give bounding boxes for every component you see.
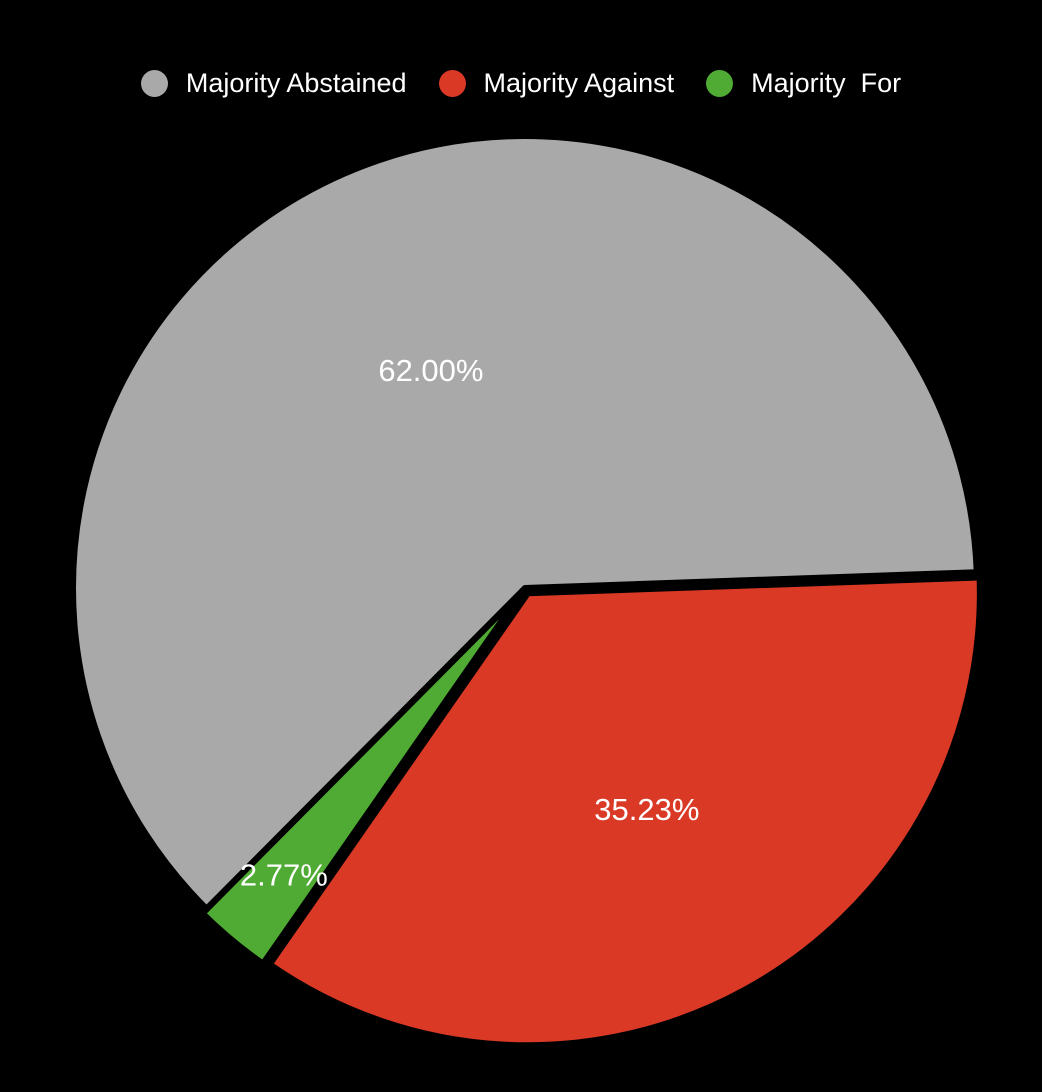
pie-slice-majority-for[interactable] — [199, 589, 525, 967]
legend-item-majority-against[interactable]: Majority Against — [438, 67, 675, 99]
legend-swatch-for — [706, 69, 734, 97]
pie-slice-majority-abstained[interactable] — [70, 133, 980, 912]
legend-label: Majority Against — [483, 67, 675, 98]
legend-swatch-abstained — [140, 69, 168, 97]
pie-slices — [70, 133, 983, 1049]
legend-item-majority-abstained[interactable]: Majority Abstained — [140, 67, 407, 99]
legend-label: Majority Abstained — [185, 67, 407, 98]
slice-label-against: 35.23% — [594, 792, 699, 827]
legend-item-majority-for[interactable]: Majority For — [706, 68, 901, 99]
slice-label-abstained: 62.00% — [378, 353, 483, 388]
legend-swatch-against — [438, 69, 466, 97]
chart-legend: Majority Abstained Majority Against Majo… — [0, 58, 1042, 108]
slice-label-for: 2.77% — [240, 857, 328, 892]
pie-slice-labels: 62.00% 35.23% 2.77% — [240, 353, 700, 893]
pie-slice-majority-against[interactable] — [266, 574, 983, 1049]
legend-label: Majority For — [751, 67, 902, 98]
